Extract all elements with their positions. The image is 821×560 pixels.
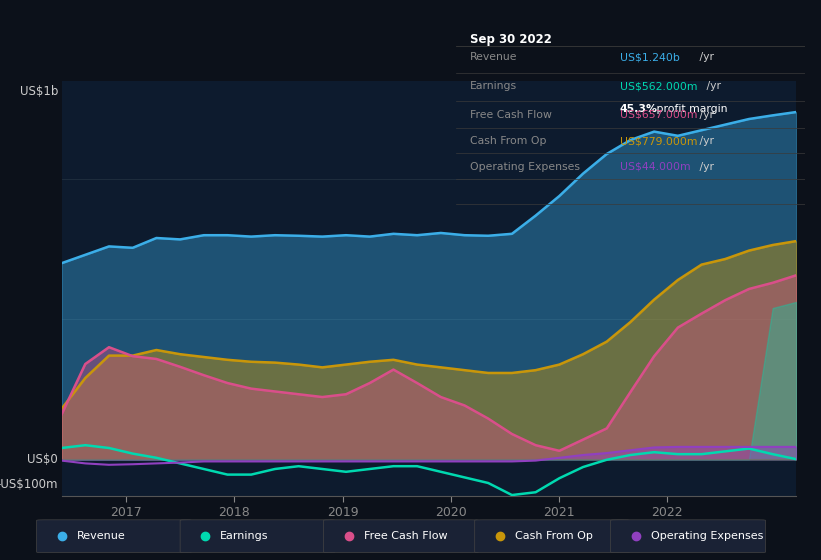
Text: profit margin: profit margin [653,104,727,114]
Text: Revenue: Revenue [470,53,517,62]
Text: Operating Expenses: Operating Expenses [470,162,580,172]
Text: 45.3%: 45.3% [620,104,658,114]
Text: /yr: /yr [704,81,722,91]
FancyBboxPatch shape [180,520,335,553]
Text: /yr: /yr [696,110,714,120]
Text: US$0: US$0 [27,452,58,466]
Text: US$562.000m: US$562.000m [620,81,697,91]
FancyBboxPatch shape [475,520,630,553]
Text: US$779.000m: US$779.000m [620,136,697,146]
Text: Cash From Op: Cash From Op [515,531,593,541]
Text: Operating Expenses: Operating Expenses [651,531,763,541]
Text: -US$100m: -US$100m [0,478,58,492]
Text: Earnings: Earnings [220,531,268,541]
Text: US$657.000m: US$657.000m [620,110,697,120]
Text: Sep 30 2022: Sep 30 2022 [470,33,552,46]
Text: /yr: /yr [696,162,714,172]
Text: /yr: /yr [696,53,714,62]
Text: US$44.000m: US$44.000m [620,162,690,172]
FancyBboxPatch shape [37,520,191,553]
Text: /yr: /yr [696,136,714,146]
Text: US$1b: US$1b [20,85,58,99]
Text: Cash From Op: Cash From Op [470,136,546,146]
Text: US$1.240b: US$1.240b [620,53,680,62]
Text: Free Cash Flow: Free Cash Flow [364,531,447,541]
FancyBboxPatch shape [323,520,479,553]
FancyBboxPatch shape [611,520,765,553]
Text: Free Cash Flow: Free Cash Flow [470,110,552,120]
Text: Earnings: Earnings [470,81,516,91]
Text: Revenue: Revenue [76,531,126,541]
